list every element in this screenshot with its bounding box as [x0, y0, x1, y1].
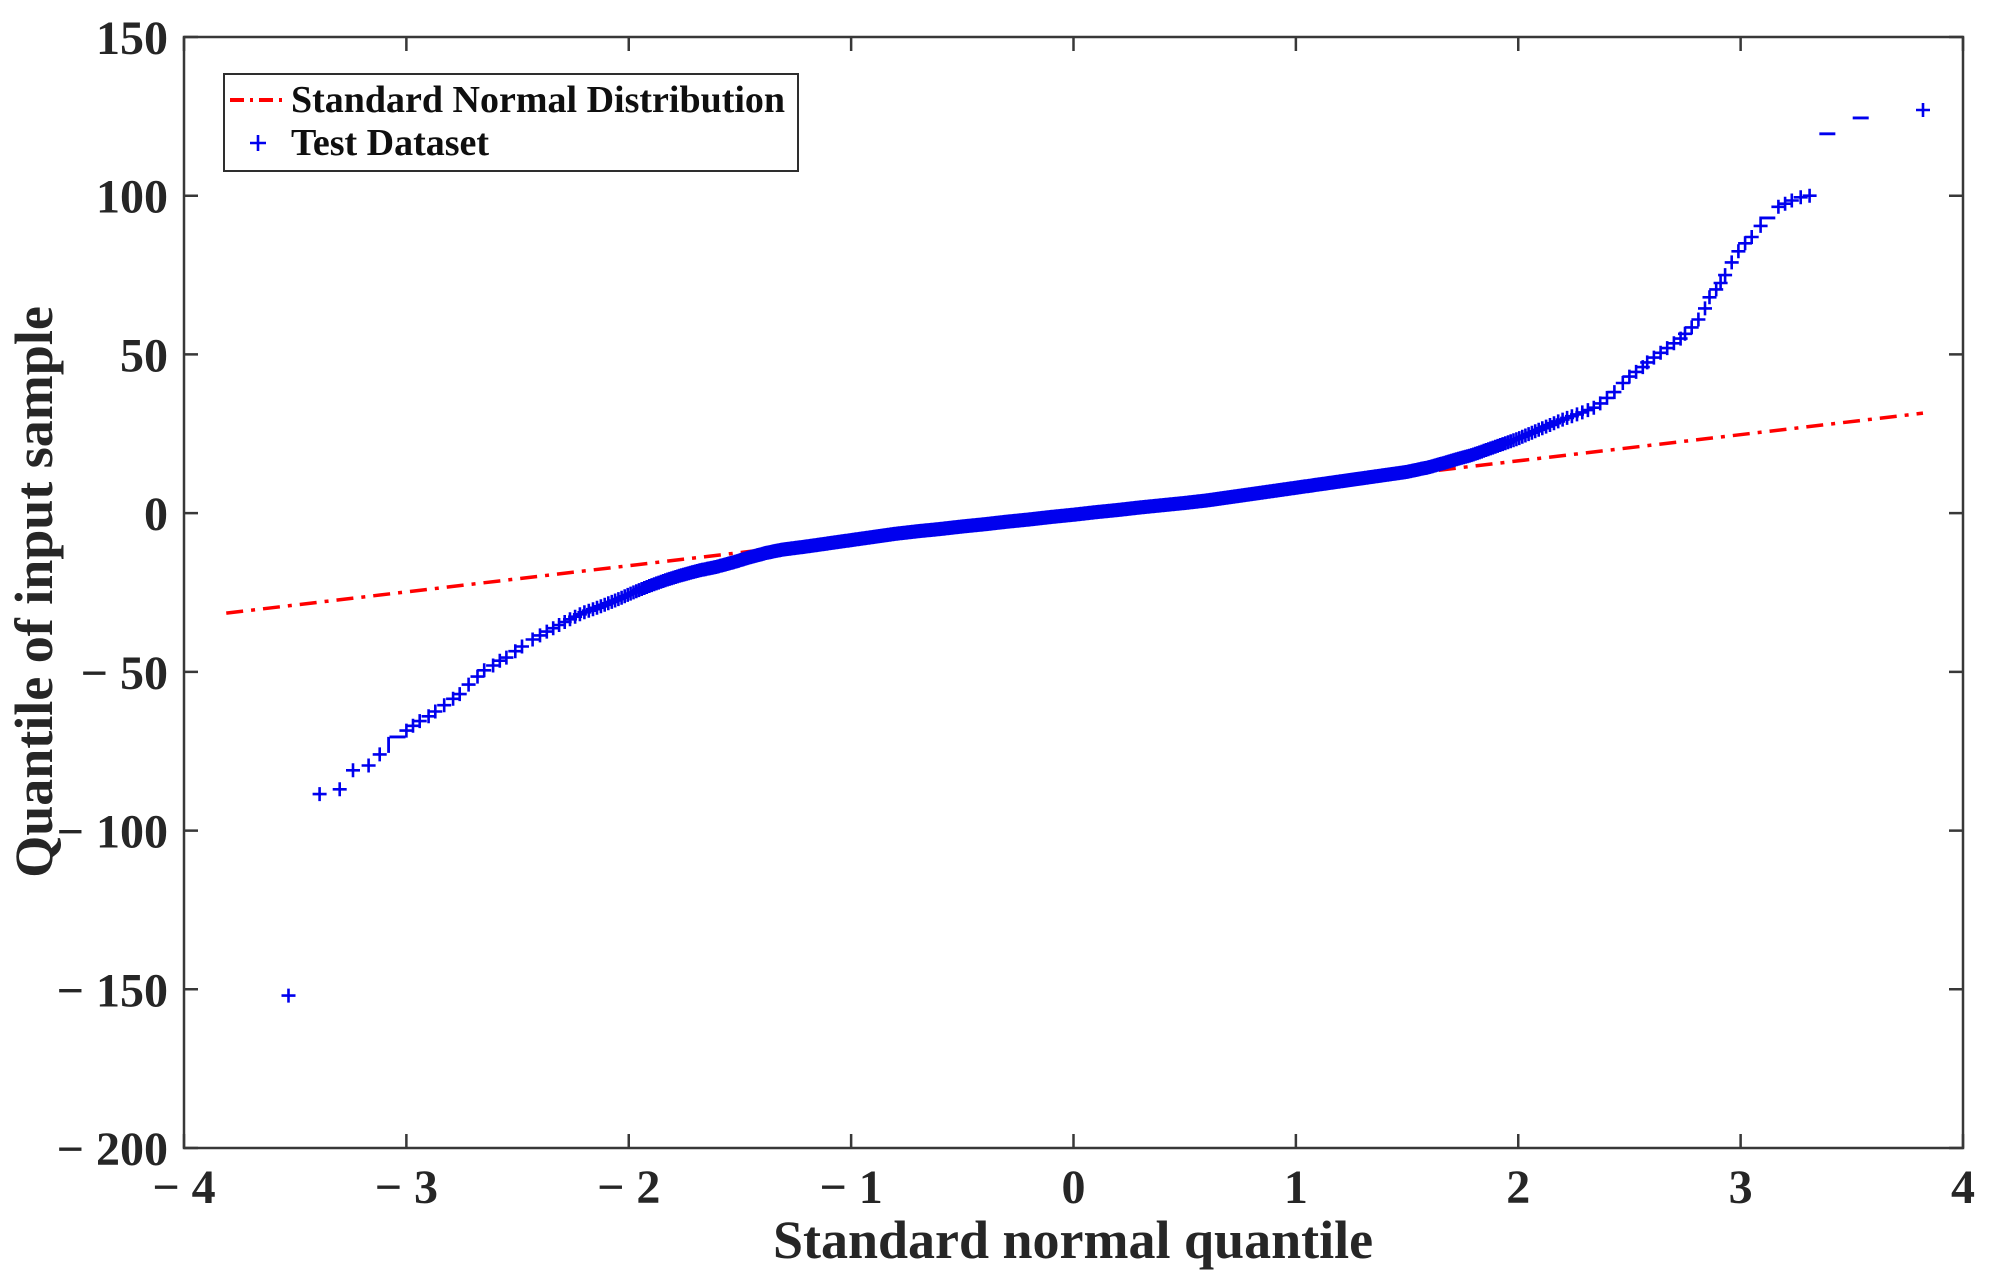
y-tick-label: − 150 — [57, 964, 168, 1017]
legend-label-test-dataset: Test Dataset — [291, 121, 490, 164]
dash-dot-line-icon — [230, 97, 286, 102]
test-dataset-markers — [281, 103, 1930, 1003]
y-tick-label: − 50 — [81, 647, 168, 700]
x-tick-label: 1 — [1284, 1161, 1308, 1214]
tick-labels: − 4 − 3 − 2 − 1 0 1 2 3 4 150 100 50 0 − 50 − 100 − 150… — [57, 12, 1975, 1214]
y-tick-label: 0 — [144, 488, 168, 541]
legend-entry-normal-line: Standard Normal Distribution — [229, 78, 785, 121]
data-series-layer — [226, 103, 1930, 1003]
legend-entry-test-dataset: Test Dataset — [229, 121, 785, 164]
y-tick-label: 50 — [120, 329, 168, 382]
test-dataset-dash-markers — [387, 116, 1869, 753]
x-axis-label: Standard normal quantile — [772, 1210, 1374, 1270]
x-tick-label: 4 — [1951, 1161, 1975, 1214]
legend: Standard Normal Distribution Test Datase… — [223, 73, 800, 172]
y-tick-label: 150 — [96, 12, 168, 65]
x-tick-label: − 2 — [597, 1161, 660, 1214]
x-tick-label: 3 — [1729, 1161, 1753, 1214]
legend-plus-marker — [229, 131, 287, 155]
x-tick-label: − 1 — [819, 1161, 882, 1214]
plus-marker-icon — [250, 134, 266, 151]
axes-frame — [182, 35, 1965, 1150]
x-tick-label: − 3 — [375, 1161, 438, 1214]
x-tick-label: − 4 — [152, 1161, 215, 1214]
x-tick-label: 2 — [1506, 1161, 1530, 1214]
x-tick-label: 0 — [1062, 1161, 1086, 1214]
y-axis-label: Quantile of input sample — [4, 306, 64, 878]
legend-label-normal: Standard Normal Distribution — [291, 78, 786, 121]
legend-line-sample — [229, 95, 287, 105]
y-tick-label: − 100 — [57, 806, 168, 859]
y-tick-label: − 200 — [57, 1123, 168, 1176]
y-tick-label: 100 — [96, 171, 168, 224]
